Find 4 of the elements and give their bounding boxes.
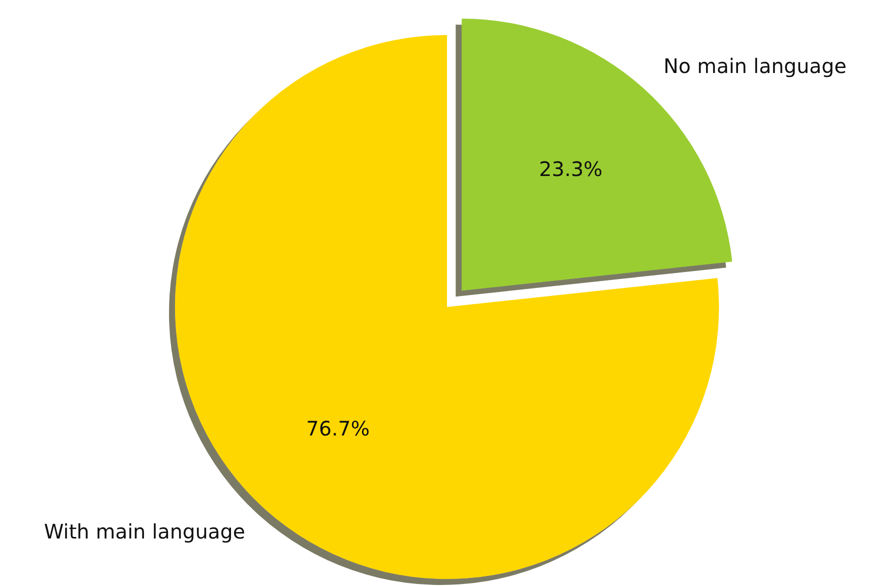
data-label: 76.7% <box>306 416 370 440</box>
data-label: 23.3% <box>539 157 603 182</box>
slice-label: No main language <box>664 54 847 78</box>
slice-label: With main language <box>44 520 246 544</box>
